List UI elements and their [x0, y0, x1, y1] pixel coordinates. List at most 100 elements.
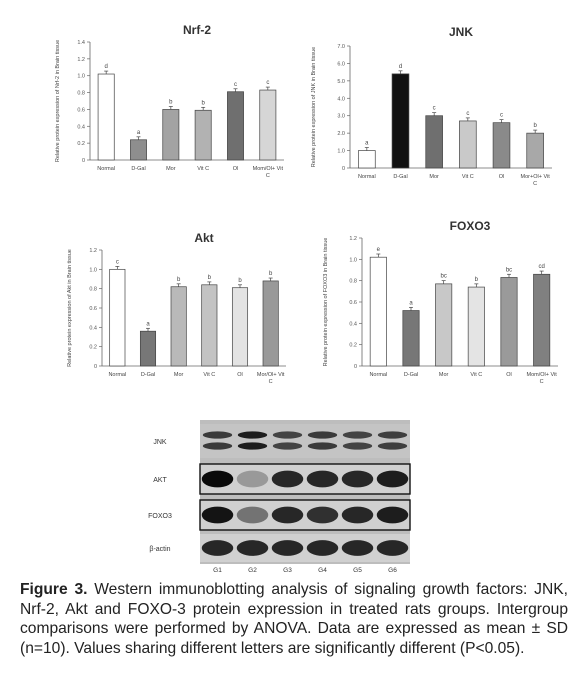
x-tick-label-cont: C: [266, 173, 270, 179]
bar: [459, 120, 477, 169]
blot-band: [376, 470, 409, 488]
chart-jnk: JNK Relative protein expression of JNK in…: [311, 25, 552, 187]
significance-letter: b: [475, 277, 479, 283]
blot-band: [202, 442, 233, 450]
y-tick-label: 0.4: [89, 325, 97, 331]
bar: [435, 283, 453, 367]
bar: [227, 91, 244, 161]
y-axis-label: Relative protein expression of JNK in Br…: [311, 47, 317, 167]
blot-row-panel: [200, 424, 410, 458]
x-tick-label: Normal: [358, 174, 376, 180]
significance-letter: b: [169, 99, 173, 105]
x-tick-label: Ol: [506, 372, 512, 378]
x-tick-label: Vit C: [203, 372, 215, 378]
blot-band: [376, 506, 409, 524]
significance-letter: c: [466, 111, 469, 117]
blot-band: [376, 540, 409, 556]
blot-band: [377, 442, 408, 450]
bar: [162, 109, 180, 161]
blot-band: [271, 540, 304, 556]
bar: [97, 73, 115, 161]
x-tick-label: Mor: [174, 372, 184, 378]
bar: [358, 150, 376, 169]
x-tick-label: Mor: [429, 174, 439, 180]
significance-letter: d: [104, 64, 107, 70]
y-tick-label: 1.2: [349, 236, 357, 242]
blot-band: [341, 540, 374, 556]
significance-letter: a: [137, 130, 141, 136]
blot-band: [341, 506, 374, 524]
bar: [467, 286, 485, 367]
blot-band: [377, 431, 408, 439]
y-tick-label: 0.4: [77, 124, 85, 130]
y-tick-label: 1.2: [77, 57, 85, 63]
significance-letter: b: [177, 277, 181, 283]
bar: [533, 273, 551, 367]
x-tick-label: Mom/Ol+ Vit: [527, 372, 558, 378]
significance-letter: a: [146, 321, 150, 327]
x-tick-label: D-Gal: [393, 174, 407, 180]
bar: [194, 109, 212, 161]
y-tick-label: 2.0: [337, 131, 345, 137]
bar: [201, 284, 218, 367]
blot-band: [306, 540, 339, 556]
blot-band: [306, 470, 339, 488]
significance-letter: a: [409, 300, 413, 306]
x-tick-label-cont: C: [533, 181, 537, 187]
y-tick-label: 5.0: [337, 79, 345, 85]
y-axis-label: Relative protein expression of Akt in Br…: [67, 249, 73, 367]
blot-lane-label: G6: [388, 567, 397, 572]
x-tick-label: Mor/Ol+ Vit: [257, 372, 285, 378]
significance-letter: c: [433, 106, 436, 112]
y-tick-label: 1.0: [89, 267, 97, 273]
y-tick-label: 4.0: [337, 96, 345, 102]
y-tick-label: 6.0: [337, 61, 345, 67]
x-tick-label: D-Gal: [404, 372, 418, 378]
y-tick-label: 0.6: [349, 300, 357, 306]
y-tick-label: 0: [82, 158, 85, 164]
significance-letter: e: [377, 247, 381, 253]
significance-letter: bc: [506, 267, 512, 273]
blot-row-label: FOXO3: [148, 513, 172, 520]
x-tick-label: Vit C: [462, 174, 474, 180]
x-tick-label-cont: C: [540, 379, 544, 385]
y-tick-label: 1.0: [349, 257, 357, 263]
y-tick-label: 3.0: [337, 114, 345, 120]
y-tick-label: 1.4: [77, 40, 85, 46]
significance-letter: d: [399, 64, 402, 70]
chart-nrf2: Nrf-2 Relative protein expression of Nrf-…: [55, 23, 284, 179]
significance-letter: b: [533, 123, 537, 129]
y-tick-label: 0.4: [349, 321, 357, 327]
x-tick-label: Mor+Ol+ Vit: [521, 174, 551, 180]
x-tick-label: Ol: [499, 174, 505, 180]
caption-text: Western immunoblotting analysis of signa…: [20, 581, 568, 657]
x-tick-label: D-Gal: [131, 166, 145, 172]
figure-caption: Figure 3. Western immunoblotting analysi…: [20, 580, 568, 658]
bar: [231, 287, 249, 367]
y-tick-label: 1.0: [77, 74, 85, 80]
y-tick-label: 0.8: [89, 287, 97, 293]
x-tick-label: Normal: [97, 166, 115, 172]
chart-akt: Akt Relative protein expression of Akt in…: [67, 231, 286, 385]
significance-letter: c: [116, 259, 119, 265]
blot-band: [271, 470, 304, 488]
y-tick-label: 0.2: [349, 343, 357, 349]
bar: [526, 132, 544, 169]
significance-letter: c: [234, 82, 237, 88]
y-tick-label: 0.6: [77, 107, 85, 113]
blot-band: [272, 442, 303, 450]
y-tick-label: 0: [354, 364, 357, 370]
blot-band: [237, 431, 268, 439]
blot-lane-label: G4: [318, 567, 327, 572]
significance-letter: c: [266, 80, 269, 86]
significance-letter: b: [208, 275, 212, 281]
blot-band: [236, 506, 269, 524]
blot-band: [341, 470, 374, 488]
blot-band: [236, 470, 269, 488]
bar: [391, 73, 410, 169]
bar: [130, 139, 147, 161]
y-axis-label: Relative protein expression of FOXO3 in …: [323, 238, 329, 367]
x-tick-label: Mor: [166, 166, 176, 172]
x-tick-label: Vit C: [470, 372, 482, 378]
chart-title: Nrf-2: [183, 23, 211, 37]
